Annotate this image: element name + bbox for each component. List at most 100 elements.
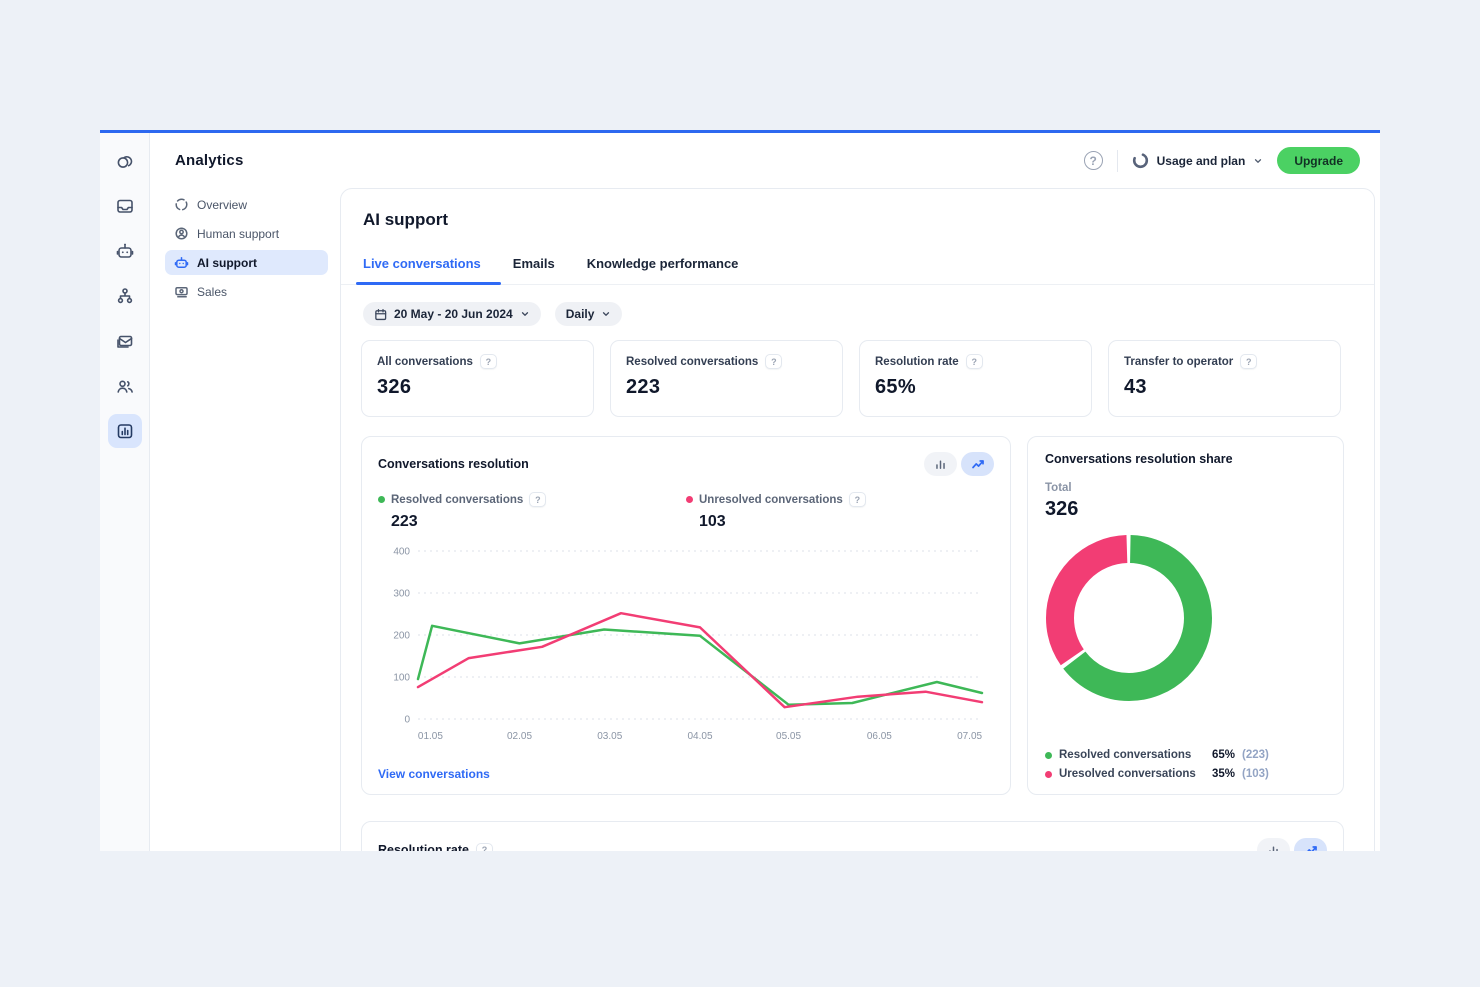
legend-count: (103) <box>1242 768 1269 780</box>
stat-value: 65% <box>875 376 916 398</box>
chevron-down-icon <box>603 312 610 316</box>
help-badge-icon[interactable]: ? <box>848 492 866 507</box>
bar-view-toggle[interactable] <box>924 452 957 476</box>
resolution-share-card: Conversations resolution share Total 326… <box>1027 436 1344 795</box>
chatbot-icon[interactable] <box>108 234 142 268</box>
legend-label: Unresolved conversations <box>699 493 843 506</box>
help-badge-icon[interactable]: ? <box>529 492 547 507</box>
legend-unresolved: Unresolved conversations ? 103 <box>686 492 994 531</box>
bar-view-toggle[interactable] <box>1257 838 1290 851</box>
calendar-icon <box>375 308 387 320</box>
unresolved-dot-icon <box>686 496 693 503</box>
svg-text:100: 100 <box>393 673 410 684</box>
chart-title: Resolution rate <box>378 843 469 851</box>
upgrade-button[interactable]: Upgrade <box>1277 147 1360 174</box>
resolved-dot-icon <box>378 496 385 503</box>
help-badge-icon[interactable]: ? <box>765 354 783 369</box>
total-value: 326 <box>1045 498 1079 520</box>
stat-card-transfer-to-operator: Transfer to operator ? 43 <box>1108 340 1341 417</box>
ai-support-panel: AI support Live conversations Emails Kno… <box>340 188 1375 851</box>
stats-row: All conversations ? 326 Resolved convers… <box>341 326 1374 417</box>
tab-emails[interactable]: Emails <box>512 256 555 271</box>
view-conversations-link[interactable]: View conversations <box>378 767 490 781</box>
legend-value: 223 <box>391 513 418 530</box>
help-icon[interactable]: ? <box>1083 151 1103 170</box>
usage-ring-icon <box>1132 152 1148 169</box>
legend-label: Resolved conversations <box>391 493 524 506</box>
date-range-picker[interactable]: 20 May - 20 Jun 2024 <box>363 302 541 326</box>
help-badge-icon[interactable]: ? <box>1240 354 1258 369</box>
main-content: AI support Live conversations Emails Kno… <box>340 188 1380 851</box>
interval-value: Daily <box>565 307 595 321</box>
line-view-toggle[interactable] <box>1294 838 1327 851</box>
stat-label: Resolution rate <box>875 355 959 368</box>
contacts-icon[interactable] <box>108 369 142 403</box>
tab-bar: Live conversations Emails Knowledge perf… <box>341 247 1374 285</box>
interval-select[interactable]: Daily <box>554 302 623 326</box>
tab-knowledge-performance[interactable]: Knowledge performance <box>586 256 739 271</box>
campaigns-icon[interactable] <box>108 324 142 358</box>
chart-title: Conversations resolution <box>378 457 529 471</box>
help-badge-icon[interactable]: ? <box>476 842 493 851</box>
sidebar-item-overview[interactable]: Overview <box>165 192 328 217</box>
sidebar-item-label: Human support <box>197 226 280 241</box>
date-range-value: 20 May - 20 Jun 2024 <box>394 307 513 321</box>
page-title: Analytics <box>175 152 244 169</box>
help-badge-icon[interactable]: ? <box>479 354 497 369</box>
help-badge-icon[interactable]: ? <box>965 354 983 369</box>
svg-text:02.05: 02.05 <box>507 731 532 742</box>
line-chart: 0 100 200 300 400 01.05 02.05 03.05 04.05 05.05 06… <box>378 541 994 745</box>
sidebar-item-ai-support[interactable]: AI support <box>165 250 328 275</box>
stat-label: All conversations <box>377 355 473 368</box>
donut-legend-unresolved: Uresolved conversations 35% (103) <box>1045 768 1329 780</box>
human-support-icon <box>175 227 188 240</box>
sidebar-item-human-support[interactable]: Human support <box>165 221 328 246</box>
resolution-rate-card: Resolution rate ? <box>361 821 1344 851</box>
inbox-icon[interactable] <box>108 189 142 223</box>
tab-live-conversations[interactable]: Live conversations <box>356 247 501 285</box>
panel-title: AI support <box>363 210 448 229</box>
legend-label: Uresolved conversations <box>1059 768 1196 780</box>
donut-chart <box>1045 534 1326 702</box>
stat-label: Transfer to operator <box>1124 355 1234 368</box>
bar-chart-icon <box>936 460 945 469</box>
line-chart-icon <box>1306 846 1317 851</box>
ai-support-icon <box>174 257 189 268</box>
flows-icon[interactable] <box>108 279 142 313</box>
analytics-icon[interactable] <box>107 414 142 448</box>
stat-value: 43 <box>1124 376 1147 398</box>
usage-and-plan-dropdown[interactable]: Usage and plan <box>1132 152 1264 169</box>
svg-text:05.05: 05.05 <box>776 731 801 742</box>
chart-title: Conversations resolution share <box>1045 452 1233 466</box>
chevron-down-icon <box>1255 158 1262 163</box>
sidebar-item-label: Sales <box>197 284 228 299</box>
total-label: Total <box>1045 482 1072 494</box>
logo-icon[interactable] <box>108 144 142 178</box>
legend-label: Resolved conversations <box>1059 749 1192 761</box>
svg-text:400: 400 <box>393 547 410 558</box>
legend-pct: 35% <box>1212 768 1236 780</box>
sales-icon <box>175 287 188 298</box>
sidebar-item-sales[interactable]: Sales <box>165 279 328 304</box>
svg-text:06.05: 06.05 <box>867 731 892 742</box>
icon-rail <box>100 133 150 851</box>
filter-bar: 20 May - 20 Jun 2024 Daily <box>341 285 1374 326</box>
donut-legend-resolved: Resolved conversations 65% (223) <box>1045 749 1329 761</box>
line-chart-icon <box>971 460 984 469</box>
legend-value: 103 <box>699 513 726 530</box>
conversations-resolution-card: Conversations resolution <box>361 436 1011 795</box>
svg-text:300: 300 <box>393 589 410 600</box>
sidebar-item-label: Overview <box>197 197 248 212</box>
svg-text:03.05: 03.05 <box>597 731 622 742</box>
stat-value: 326 <box>377 376 412 398</box>
overview-icon <box>175 198 188 211</box>
app-frame: Analytics ? Usage and plan Upgrade <box>100 130 1380 851</box>
line-view-toggle[interactable] <box>961 452 994 476</box>
svg-text:200: 200 <box>393 631 410 642</box>
svg-text:07.05: 07.05 <box>957 731 982 742</box>
chevron-down-icon <box>521 312 528 316</box>
svg-text:0: 0 <box>404 715 410 726</box>
sidebar-item-label: AI support <box>197 255 257 270</box>
legend-count: (223) <box>1242 749 1269 761</box>
stat-label: Resolved conversations <box>626 355 759 368</box>
